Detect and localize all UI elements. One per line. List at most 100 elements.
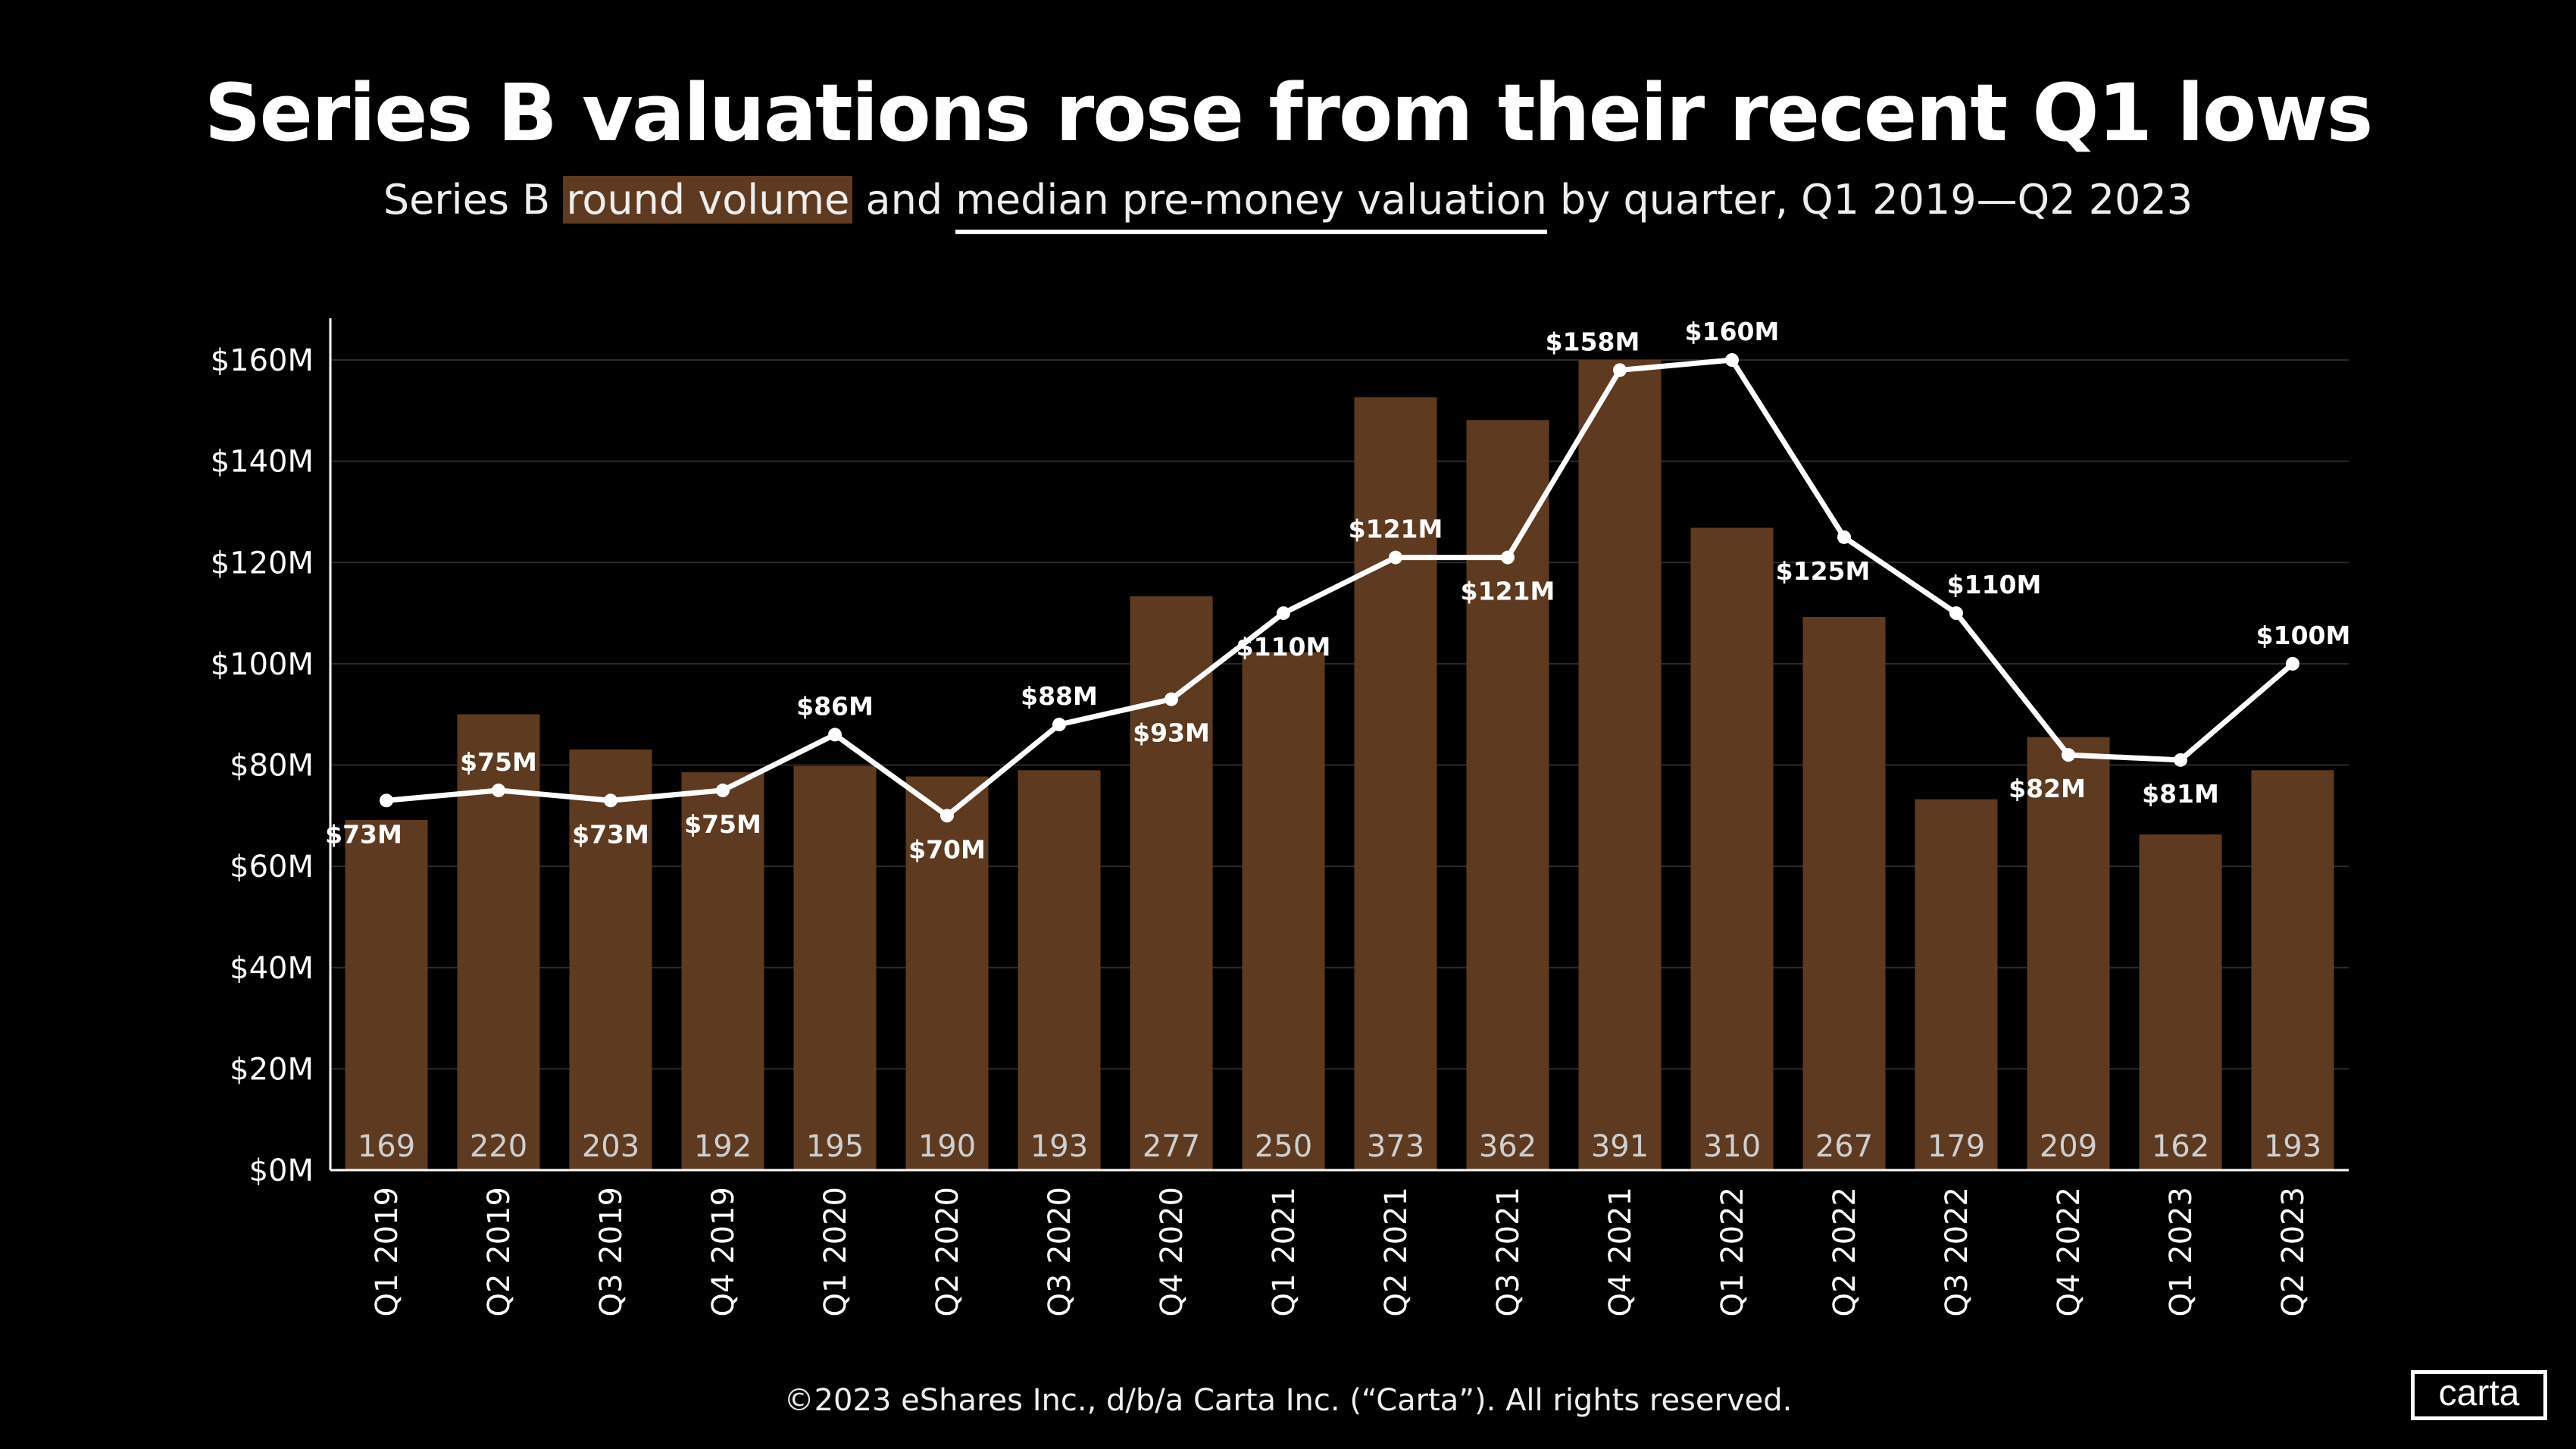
bar-count-label: 169 [358, 1129, 415, 1164]
x-tick-label: Q4 2019 [706, 1187, 741, 1316]
bar-count-label: 179 [1927, 1129, 1985, 1164]
x-tick-label: Q2 2019 [482, 1187, 517, 1316]
valuation-data-label: $93M [1133, 718, 1210, 748]
bar-count-label: 220 [470, 1129, 527, 1164]
bar-q4-2019 [681, 772, 764, 1170]
valuation-data-label: $125M [1776, 556, 1871, 586]
legend-line-label: median pre-money valuation [955, 176, 1547, 234]
x-tick-label: Q1 2023 [2164, 1187, 2199, 1316]
valuation-data-label: $88M [1021, 681, 1098, 711]
bar-count-label: 192 [694, 1129, 752, 1164]
bar-q3-2021 [1466, 420, 1549, 1170]
bar-q1-2022 [1690, 527, 1774, 1170]
bar-q1-2021 [1242, 652, 1325, 1170]
bar-count-label: 310 [1703, 1129, 1761, 1164]
bar-q4-2020 [1130, 596, 1213, 1170]
bar-q1-2023 [2139, 834, 2222, 1170]
valuation-point [1837, 530, 1851, 544]
valuation-point [380, 793, 393, 808]
x-tick-label: Q3 2022 [1940, 1187, 1974, 1316]
valuation-point [1501, 550, 1515, 565]
bar-count-label: 209 [2040, 1129, 2097, 1164]
x-tick-label: Q1 2020 [818, 1187, 853, 1316]
bar-q3-2019 [569, 749, 652, 1170]
subtitle-mid: and [852, 176, 956, 224]
valuation-data-label: $70M [908, 834, 986, 864]
x-tick-label: Q2 2022 [1827, 1187, 1862, 1316]
valuation-point [2174, 753, 2187, 767]
valuation-point [604, 793, 617, 808]
carta-logo: carta [2411, 1370, 2547, 1420]
bar-count-label: 190 [918, 1129, 976, 1164]
valuation-data-label: $81M [2142, 779, 2219, 809]
valuation-data-label: $158M [1546, 327, 1640, 356]
y-tick-label: $120M [211, 546, 314, 581]
bar-q3-2020 [1018, 770, 1101, 1170]
valuation-point [1052, 718, 1066, 732]
x-tick-label: Q4 2020 [1155, 1187, 1190, 1316]
bar-count-label: 391 [1591, 1129, 1649, 1164]
x-tick-label: Q2 2020 [930, 1187, 965, 1316]
bar-count-label: 277 [1143, 1129, 1200, 1164]
valuation-line [386, 357, 2295, 818]
bar-count-label: 250 [1255, 1129, 1312, 1164]
x-tick-label: Q1 2021 [1267, 1187, 1302, 1316]
valuation-data-label: $110M [1236, 632, 1331, 662]
x-tick-label: Q4 2021 [1603, 1187, 1638, 1316]
x-tick-label: Q4 2022 [2052, 1187, 2087, 1316]
bar-q2-2020 [905, 776, 989, 1170]
bar-q2-2022 [1802, 617, 1886, 1170]
chart-title: Series B valuations rose from their rece… [204, 67, 2374, 159]
bar-q4-2022 [2027, 737, 2110, 1170]
y-tick-label: $100M [211, 647, 314, 682]
bar-count-label: 162 [2152, 1129, 2209, 1164]
x-tick-label: Q3 2021 [1491, 1187, 1526, 1316]
valuation-data-label: $100M [2256, 621, 2351, 650]
valuation-point [1165, 692, 1178, 706]
chart-subtitle: Series B round volume and median pre-mon… [0, 176, 2576, 234]
subtitle-pre: Series B [383, 176, 564, 224]
valuation-data-label: $73M [572, 819, 649, 849]
bar-count-label: 195 [806, 1129, 864, 1164]
valuation-data-label: $121M [1461, 577, 1555, 606]
copyright-footer: ©2023 eShares Inc., d/b/a Carta Inc. (“C… [783, 1383, 1793, 1418]
bar-count-label: 267 [1815, 1129, 1873, 1164]
valuation-point [716, 783, 730, 797]
bar-count-label: 362 [1479, 1129, 1537, 1164]
valuation-point [1277, 606, 1290, 621]
bar-count-label: 203 [582, 1129, 639, 1164]
y-tick-label: $40M [230, 951, 314, 986]
y-tick-label: $140M [211, 445, 314, 480]
bar-count-label: 193 [2264, 1129, 2321, 1164]
bar-count-label: 373 [1367, 1129, 1424, 1164]
x-tick-label: Q2 2023 [2276, 1187, 2311, 1316]
legend-bar-label: round volume [563, 176, 853, 224]
x-tick-label: Q2 2021 [1379, 1187, 1414, 1316]
y-tick-label: $0M [249, 1153, 314, 1188]
valuation-point [1949, 606, 1963, 621]
valuation-point [492, 783, 505, 797]
valuation-data-label: $110M [1947, 570, 2042, 599]
bar-q3-2022 [1915, 799, 1998, 1170]
subtitle-post: by quarter, Q1 2019—Q2 2023 [1546, 176, 2193, 224]
y-tick-label: $60M [230, 850, 314, 884]
bar-count-label: 193 [1030, 1129, 1088, 1164]
valuation-data-label: $160M [1685, 317, 1780, 346]
valuation-point [2286, 656, 2299, 671]
valuation-point [1613, 363, 1627, 377]
y-tick-label: $80M [230, 749, 314, 784]
valuation-point [1725, 353, 1739, 367]
bar-q2-2023 [2251, 770, 2334, 1170]
x-tick-label: Q3 2020 [1043, 1187, 1077, 1316]
x-tick-label: Q3 2019 [594, 1187, 629, 1316]
valuation-data-label: $73M [325, 819, 402, 849]
x-tick-label: Q1 2019 [370, 1187, 405, 1316]
valuation-data-label: $82M [2009, 774, 2086, 803]
bar-q1-2019 [345, 819, 428, 1170]
y-tick-label: $20M [230, 1052, 314, 1087]
valuation-data-label: $75M [460, 747, 537, 777]
valuation-data-label: $121M [1349, 515, 1443, 544]
valuation-point [1389, 550, 1402, 565]
x-tick-label: Q1 2022 [1715, 1187, 1750, 1316]
